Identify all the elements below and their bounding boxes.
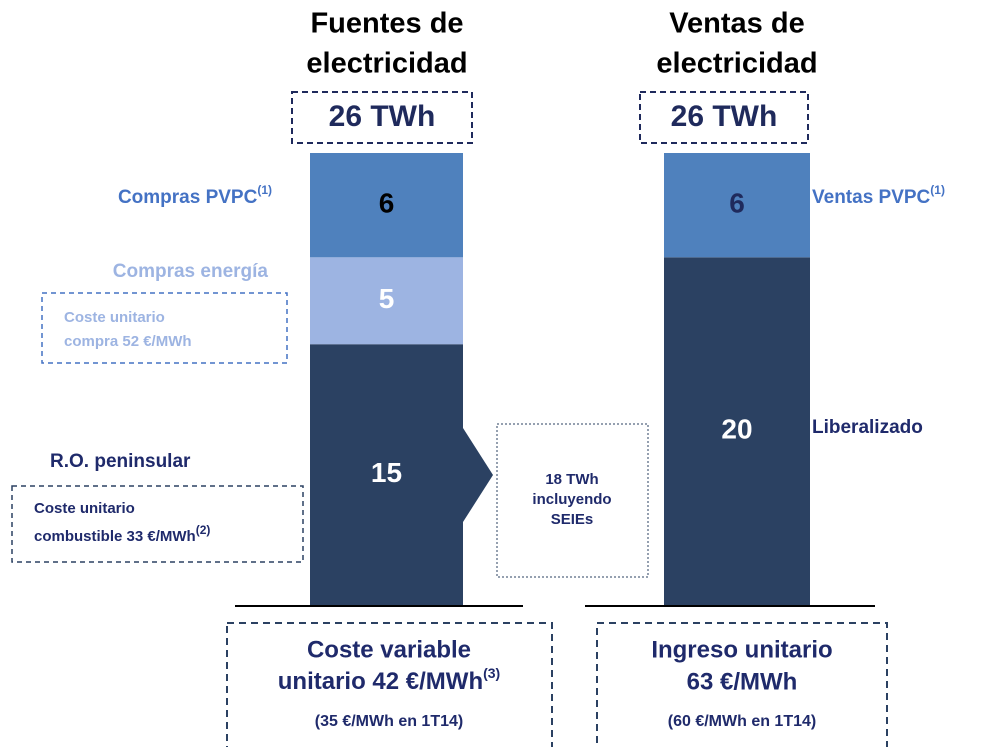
segment-value: 6 bbox=[729, 188, 745, 219]
bar-title: electricidad bbox=[306, 48, 467, 80]
bar-segment bbox=[310, 344, 463, 605]
bar-segment bbox=[664, 257, 810, 605]
annotation-text: incluyendo bbox=[532, 491, 611, 508]
bar-segment bbox=[664, 153, 810, 258]
annotation-text: Coste unitario bbox=[34, 500, 135, 517]
annotation-text: compra 52 €/MWh bbox=[64, 333, 192, 350]
summary-text: unitario 42 €/MWh(3) bbox=[278, 665, 500, 696]
annotation-text: combustible 33 €/MWh(2) bbox=[34, 523, 210, 545]
summary-text: 63 €/MWh bbox=[687, 668, 798, 695]
summary-box bbox=[596, 622, 888, 747]
total-box bbox=[291, 91, 473, 144]
summary-text: Coste variable bbox=[307, 636, 471, 663]
footnote-ref: (1) bbox=[930, 183, 945, 197]
annotation-line: combustible 33 €/MWh bbox=[34, 528, 196, 545]
footnote-ref: (1) bbox=[257, 183, 272, 197]
segment-value: 5 bbox=[379, 283, 395, 314]
footnote-ref: (3) bbox=[483, 665, 500, 681]
summary-sub: (60 €/MWh en 1T14) bbox=[668, 713, 816, 730]
annotation-text: Coste unitario bbox=[64, 309, 165, 326]
segment-value: 15 bbox=[371, 457, 402, 488]
summary-line: unitario 42 €/MWh bbox=[278, 668, 483, 695]
segment-name: Ventas PVPC bbox=[812, 187, 931, 208]
annotation-text: 18 TWh bbox=[545, 471, 598, 488]
segment-label: R.O. peninsular bbox=[50, 451, 191, 472]
segment-label: Liberalizado bbox=[812, 417, 923, 438]
bar-segment bbox=[310, 153, 463, 258]
bar-title: Ventas de bbox=[669, 8, 804, 40]
summary-box bbox=[226, 622, 553, 747]
arrow bbox=[463, 428, 493, 522]
bar-title: electricidad bbox=[656, 48, 817, 80]
total-box bbox=[639, 91, 809, 144]
annotation-text: SEIEs bbox=[551, 511, 594, 528]
bar-title: Fuentes de bbox=[310, 8, 463, 40]
segment-label: Ventas PVPC(1) bbox=[812, 183, 945, 208]
segment-name: Compras PVPC bbox=[118, 187, 258, 208]
annotation-box bbox=[41, 292, 288, 364]
total-label: 26 TWh bbox=[329, 100, 436, 133]
summary-text: Ingreso unitario bbox=[651, 636, 832, 663]
summary-sub: (35 €/MWh en 1T14) bbox=[315, 713, 463, 730]
bar-segment bbox=[310, 257, 463, 345]
segment-label: Compras PVPC(1) bbox=[118, 183, 272, 208]
total-label: 26 TWh bbox=[671, 100, 778, 133]
segment-label: Compras energía bbox=[113, 261, 269, 282]
segment-value: 6 bbox=[379, 188, 395, 219]
annotation-box bbox=[11, 485, 304, 563]
footnote-ref: (2) bbox=[196, 523, 211, 537]
segment-value: 20 bbox=[721, 414, 752, 445]
